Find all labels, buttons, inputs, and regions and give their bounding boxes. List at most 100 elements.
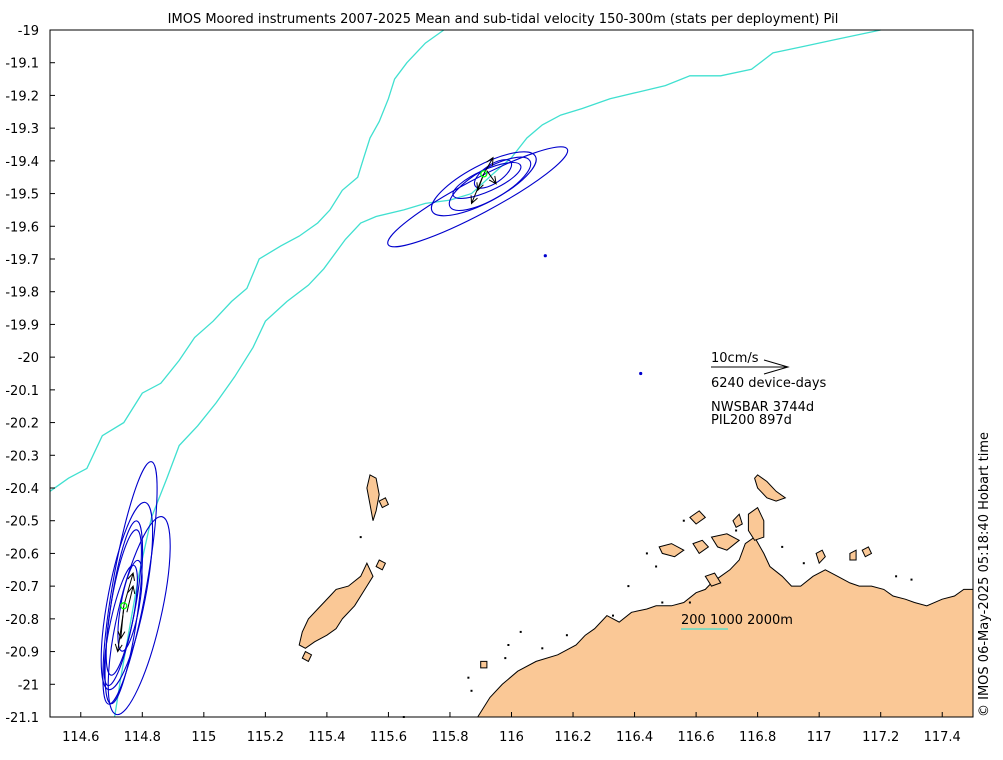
copyright-notice: © IMOS 06-May-2025 05:18:40 Hobart time [977,432,992,717]
y-tick-label: -19 [18,24,39,39]
scale-label: 10cm/s [711,351,759,366]
x-tick-label: 117.4 [924,730,961,745]
x-tick-label: 116.2 [554,730,591,745]
variance-ellipse [387,146,569,248]
y-tick-label: -20 [18,351,39,366]
x-tick-label: 116 [499,730,524,745]
isobath-legend: 200 1000 2000m [681,613,793,630]
velocity-arrow [114,608,125,653]
y-tick-label: -19.6 [5,220,39,235]
station-label-pil200: PIL200 897d [711,413,792,428]
x-tick-label: 115.6 [370,730,407,745]
station-label-nwsbar: NWSBAR 3744d [711,400,814,415]
figure-title: IMOS Moored instruments 2007-2025 Mean a… [168,12,839,27]
x-tick-label: 117.2 [862,730,899,745]
velocity-arrow [486,170,497,185]
x-axis: 114.6 114.8 115 115.2 115.4 115.6 115.8 116 116.… [62,712,961,745]
velocity-arrow [126,584,136,613]
isolated-points [543,254,643,376]
variance-ellipse [107,516,171,716]
velocity-scale-legend: 10cm/s 6240 device-days NWSBAR 3744d PIL… [711,351,827,428]
island-4 [692,539,710,555]
isobath-200m [49,29,445,492]
y-tick-label: -20.9 [5,646,39,661]
island-5 [710,533,741,551]
y-tick-label: -19.3 [5,122,39,137]
island-16 [301,650,313,663]
islet-12 [802,562,805,565]
plot-area: 10cm/s 6240 device-days NWSBAR 3744d PIL… [49,29,974,718]
island-1 [754,474,787,502]
isobath-1000m [113,29,881,718]
y-tick-label: -19.5 [5,188,39,203]
island-7 [732,513,743,528]
variance-ellipse [102,461,158,705]
islet-16 [682,519,685,522]
island-12 [375,559,387,571]
islet-13 [895,575,898,578]
y-tick-label: -21.1 [5,711,39,726]
island-0 [298,562,374,649]
mooring-marker [120,602,128,610]
islet-19 [519,630,522,633]
mooring-point [639,371,643,376]
device-days-label: 6240 device-days [711,376,827,391]
isobath-layer [49,29,881,718]
island-6 [689,510,707,525]
mooring-point [543,254,547,258]
islet-3 [467,676,470,679]
y-tick-label: -20.5 [5,515,39,530]
x-tick-label: 116.6 [677,730,714,745]
y-tick-label: -19.7 [5,253,39,268]
variance-ellipse [100,501,154,691]
x-tick-label: 115.4 [308,730,345,745]
islet-7 [655,565,658,568]
x-tick-label: 114.8 [124,730,161,745]
islet-1 [541,647,544,650]
islet-0 [359,536,362,539]
y-tick-label: -20.8 [5,613,39,628]
y-tick-label: -21 [18,678,39,693]
island-9 [849,549,857,561]
y-tick-label: -19.4 [5,155,39,170]
island-2 [747,506,765,541]
islet-10 [688,601,691,604]
islet-2 [504,657,507,660]
islet-8 [627,585,630,588]
mooring-layer [100,146,569,716]
y-tick-label: -19.9 [5,318,39,333]
y-tick-label: -19.1 [5,57,39,72]
islet-18 [470,689,473,692]
mooring-pil200 [100,461,171,716]
y-tick-label: -19.2 [5,89,39,104]
y-tick-label: -20.2 [5,417,39,432]
islet-9 [661,601,664,604]
islet-20 [507,644,510,646]
island-14 [704,572,722,587]
x-tick-label: 116.4 [616,730,653,745]
island-15 [480,660,488,669]
x-tick-label: 115 [191,730,216,745]
land-layer [298,474,974,718]
islet-6 [645,552,648,555]
variance-ellipse [103,564,138,687]
mooring-nwsbar [387,146,569,248]
x-tick-label: 116.8 [739,730,776,745]
mooring-marker [480,170,488,178]
y-tick-label: -20.3 [5,449,39,464]
islet-5 [612,614,614,617]
x-tick-label: 115.8 [431,730,468,745]
islet-4 [565,634,568,637]
scale-arrow [711,359,790,375]
island-8 [861,546,873,558]
isobath-legend-label: 200 1000 2000m [681,613,793,628]
y-tick-label: -20.1 [5,384,39,399]
islet-11 [781,545,784,548]
x-tick-label: 115.2 [247,730,284,745]
island-13 [815,549,826,565]
islet-15 [735,529,738,532]
island-10 [366,474,380,521]
x-tick-label: 117 [807,730,832,745]
y-axis: -19 -19.1 -19.2 -19.3 -19.4 -19.5 -19.6 -19.7 -1… [5,24,55,726]
